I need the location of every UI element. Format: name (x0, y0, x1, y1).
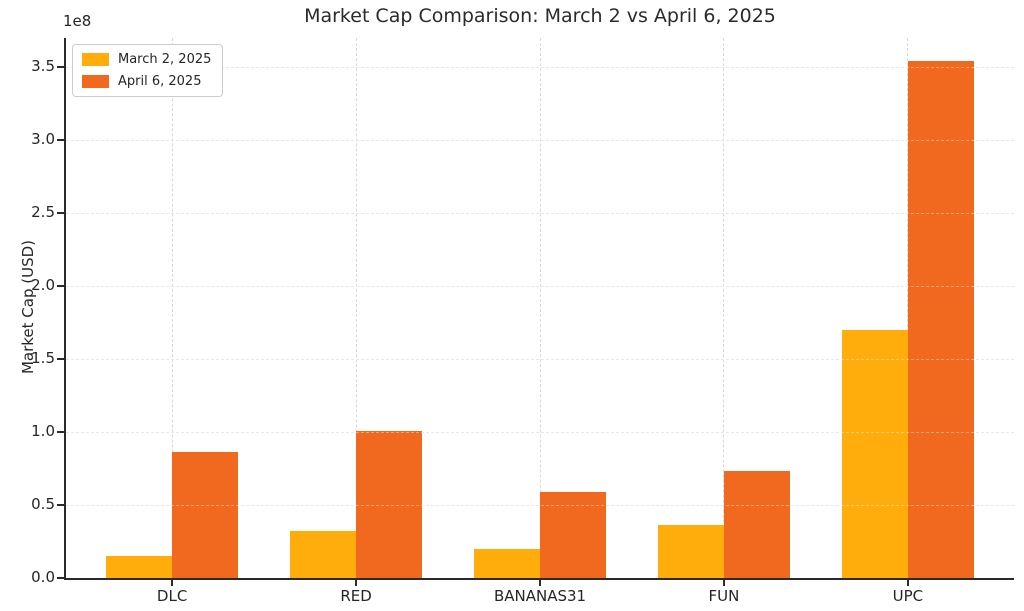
x-gridline-bananas31 (539, 38, 541, 578)
y-gridline-3.0 (66, 140, 1014, 142)
y-gridline-overlay-3.5 (66, 67, 1014, 69)
y-tick-label-1.0: 1.0 (31, 422, 55, 441)
x-gridline-fun (723, 38, 725, 578)
y-tick-label-0.5: 0.5 (31, 495, 55, 514)
y-tick-label-2.0: 2.0 (31, 276, 55, 295)
y-tick-mark-1.0 (57, 431, 64, 434)
legend-item-march: March 2, 2025 (82, 52, 211, 67)
y-axis-spine (64, 38, 66, 580)
x-tick-label-fun: FUN (708, 587, 740, 605)
x-tick-mark-fun (722, 580, 725, 586)
y-tick-mark-2.5 (57, 212, 64, 215)
y-tick-mark-0.0 (57, 577, 64, 579)
x-tick-label-red: RED (340, 587, 372, 605)
y-tick-mark-0.5 (57, 504, 64, 507)
y-tick-label-3.0: 3.0 (31, 130, 55, 149)
x-tick-mark-dlc (171, 580, 174, 586)
y-tick-label-0.0: 0.0 (31, 568, 55, 586)
x-tick-mark-upc (906, 580, 909, 586)
bar-april-bananas31 (540, 491, 606, 578)
bar-april-dlc (172, 452, 239, 578)
y-gridline-overlay-1.0 (66, 432, 1014, 434)
y-gridline-1.0 (66, 432, 1014, 434)
bar-april-upc (907, 61, 974, 578)
bar-april-red (356, 430, 423, 578)
x-axis-spine (64, 578, 1014, 580)
bar-march-upc (841, 329, 908, 578)
y-axis-offset-label: 1e8 (63, 12, 92, 30)
x-tick-label-upc: UPC (892, 587, 924, 605)
x-gridline-dlc (171, 38, 173, 578)
bar-march-red (290, 531, 357, 578)
y-tick-mark-1.5 (57, 358, 64, 361)
y-tick-mark-3.0 (57, 139, 64, 142)
y-tick-label-1.5: 1.5 (31, 349, 55, 368)
bar-march-bananas31 (474, 548, 540, 578)
y-gridline-2.5 (66, 213, 1014, 215)
x-tick-label-bananas31: BANANAS31 (493, 587, 587, 605)
legend: March 2, 2025 April 6, 2025 (72, 44, 224, 97)
bar-march-fun (657, 525, 724, 578)
chart-title: Market Cap Comparison: March 2 vs April … (304, 5, 776, 27)
y-tick-mark-3.5 (57, 66, 64, 69)
y-gridline-overlay-2.0 (66, 286, 1014, 288)
x-tick-mark-red (355, 580, 358, 586)
y-tick-mark-2.0 (57, 285, 64, 288)
y-gridline-2.0 (66, 286, 1014, 288)
y-gridline-3.5 (66, 67, 1014, 69)
y-gridline-overlay-0.5 (66, 505, 1014, 507)
legend-swatch-april-icon (82, 75, 109, 88)
y-tick-label-2.5: 2.5 (31, 203, 55, 222)
bar-march-dlc (106, 556, 173, 578)
legend-label-march: March 2, 2025 (118, 52, 212, 67)
legend-label-april: April 6, 2025 (118, 74, 202, 89)
y-gridline-overlay-1.5 (66, 359, 1014, 361)
legend-swatch-march-icon (82, 53, 109, 66)
x-tick-label-dlc: DLC (156, 587, 188, 605)
y-tick-label-3.5: 3.5 (31, 57, 55, 76)
x-gridline-red (355, 38, 357, 578)
y-gridline-1.5 (66, 359, 1014, 361)
y-gridline-overlay-2.5 (66, 213, 1014, 215)
x-tick-mark-bananas31 (539, 580, 541, 586)
bar-april-fun (723, 471, 790, 578)
legend-item-april: April 6, 2025 (82, 74, 211, 89)
y-gridline-overlay-3.0 (66, 140, 1014, 142)
